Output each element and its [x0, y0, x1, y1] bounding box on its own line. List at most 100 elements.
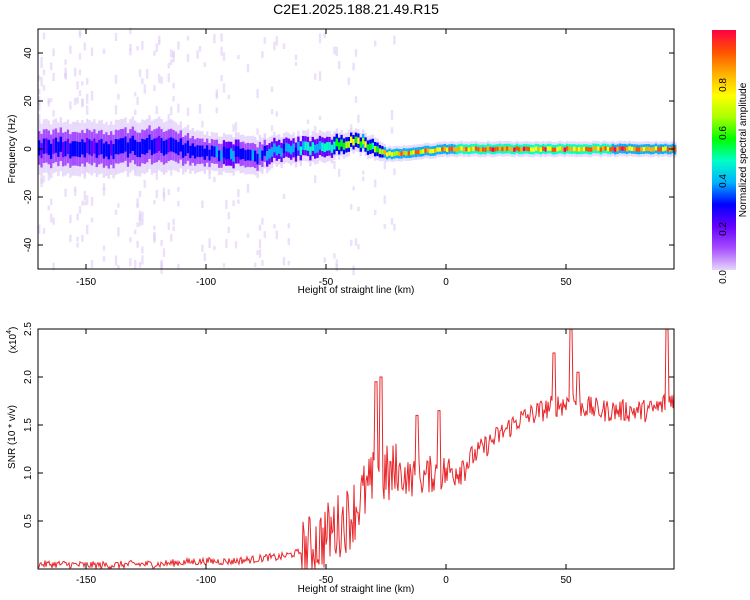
spectrogram-cell	[40, 177, 43, 188]
spectrogram-cell	[350, 203, 353, 210]
spectrogram-cell	[635, 147, 638, 152]
spectrogram-cell	[338, 142, 341, 150]
spectrogram-cell	[563, 147, 566, 152]
spectrogram-cell	[141, 138, 144, 154]
spectrogram-cell	[611, 146, 614, 151]
spectrogram-cell	[522, 146, 526, 152]
spectrogram-cell	[388, 151, 391, 156]
spectrogram-cell	[222, 52, 226, 61]
spectrogram-cell	[434, 148, 437, 153]
spectrogram-cell	[222, 146, 226, 158]
spectrogram-cell	[107, 144, 110, 160]
spectrogram-cell	[234, 122, 238, 132]
spectrogram-cell	[633, 146, 636, 152]
spectrogram-cell	[318, 115, 322, 121]
spectrogram-cell	[167, 73, 170, 83]
spectrogram-cell	[374, 179, 377, 188]
spectrogram-cell	[52, 138, 55, 154]
spectrogram-cell	[117, 139, 120, 155]
spectrogram-cell	[86, 105, 89, 115]
spectrogram-cell	[148, 134, 151, 150]
spectrogram-cell	[407, 151, 410, 156]
spectrogram-cell	[578, 147, 581, 152]
spectrogram-cell	[616, 147, 619, 152]
spectrogram-cell	[470, 146, 473, 152]
spectrogram-cell	[390, 152, 394, 157]
spectrogram-cell	[129, 237, 132, 243]
spectrogram-cell	[597, 146, 600, 151]
spectrogram-cell	[292, 143, 295, 153]
spectrogram-cell	[282, 144, 286, 153]
colorbar-tick-label: 0.4	[718, 174, 729, 188]
spectrogram-cell	[258, 239, 262, 249]
spectrogram-cell	[575, 147, 578, 152]
spectrogram-cell	[45, 138, 48, 154]
spectrogram-cell	[573, 146, 576, 152]
spectrogram-cell	[134, 229, 137, 235]
spectrogram-cell	[172, 52, 175, 63]
spectrogram-y-tick-label: -40	[23, 237, 34, 252]
spectrogram-cell	[162, 140, 166, 156]
spectrogram-cell	[177, 263, 180, 270]
spectrogram-cell	[338, 60, 341, 69]
spectrogram-cell	[86, 77, 89, 85]
spectrogram-cell	[177, 41, 180, 50]
spectrogram-cell	[208, 172, 211, 179]
spectrogram-cell	[542, 146, 545, 151]
spectrogram-cell	[506, 146, 509, 151]
spectrogram-cell	[141, 78, 144, 85]
spectrogram-cell	[136, 46, 139, 51]
spectrogram-cell	[352, 186, 355, 191]
spectrogram-cell	[134, 109, 137, 116]
spectrogram-cell	[335, 46, 338, 56]
spectrogram-cell	[333, 46, 336, 55]
spectrogram-cell	[266, 151, 269, 161]
spectrogram-cell	[662, 147, 665, 152]
spectrogram-cell	[422, 149, 425, 154]
spectrogram-x-tick-label: 0	[443, 277, 449, 288]
spectrogram-cell	[599, 147, 602, 152]
spectrogram-cell	[76, 242, 79, 248]
spectrogram-panel: -150 -100 -50 0 50 -40 -20 0 20 40 Height of str…	[7, 27, 677, 296]
spectrogram-cell	[167, 62, 170, 69]
spectrogram-cell	[90, 141, 94, 157]
spectrogram-cell	[172, 218, 175, 225]
spectrogram-cell	[40, 57, 43, 64]
spectrogram-cell	[86, 138, 89, 154]
spectrogram-cell	[352, 265, 355, 276]
spectrogram-cell	[194, 146, 197, 159]
spectrogram-cell	[232, 150, 235, 162]
spectrogram-cell	[383, 224, 386, 229]
spectrogram-cell	[225, 239, 228, 248]
spectrogram-cell	[338, 168, 341, 177]
spectrogram-cell	[350, 136, 353, 143]
spectrogram-cell	[294, 147, 298, 157]
spectrogram-cell	[69, 101, 72, 110]
spectrogram-cell	[208, 149, 211, 161]
spectrogram-cell	[40, 143, 43, 159]
spectrogram-cell	[273, 143, 276, 153]
spectrogram-cell	[71, 141, 74, 157]
spectrogram-cell	[172, 82, 175, 89]
spectrogram-cell	[47, 174, 50, 181]
spectrogram-cell	[90, 90, 94, 101]
spectrogram-cell	[503, 146, 506, 151]
spectrogram-cell	[52, 110, 55, 117]
spectrogram-cell	[90, 196, 94, 206]
spectrogram-cell	[237, 189, 240, 198]
spectrogram-cell	[350, 239, 353, 246]
spectrogram-cell	[431, 148, 434, 154]
spectrogram-cell	[158, 135, 161, 152]
spectrogram-cell	[232, 124, 235, 132]
spectrogram-cell	[47, 205, 50, 211]
spectrogram-cell	[326, 142, 329, 151]
spectrogram-cell	[287, 260, 290, 266]
spectrogram-cell	[532, 147, 535, 152]
spectrogram-cell	[105, 141, 108, 157]
spectrogram-cell	[374, 40, 377, 47]
spectrogram-cell	[81, 81, 84, 86]
spectrogram-cell	[486, 146, 490, 151]
spectrogram-cell	[52, 72, 55, 81]
spectrogram-cell	[410, 150, 413, 156]
spectrogram-cell	[496, 146, 499, 151]
